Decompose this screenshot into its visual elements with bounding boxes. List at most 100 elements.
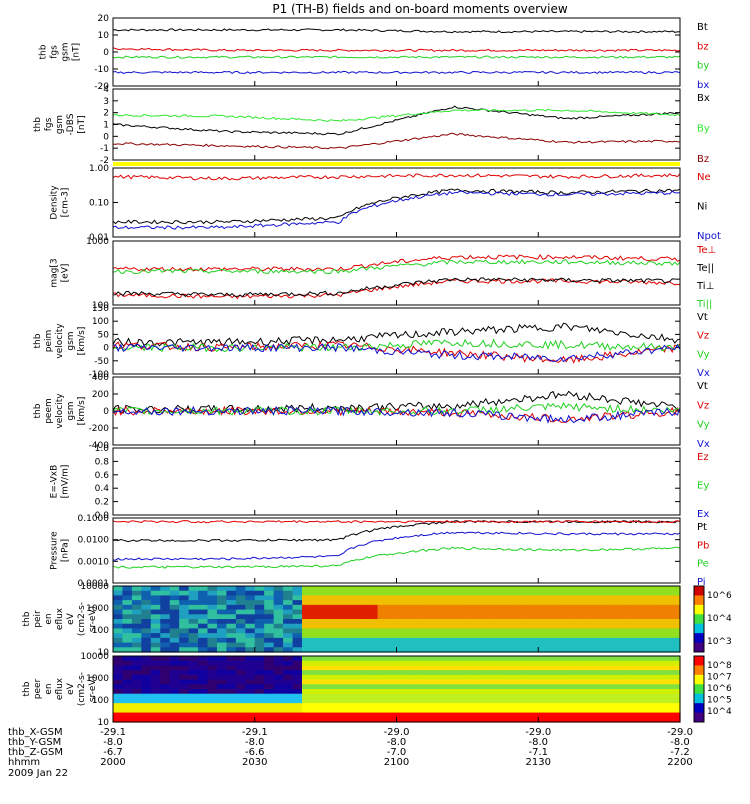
series-line-by <box>112 55 681 59</box>
heatmap-cell <box>311 633 322 639</box>
heatmap-cell <box>198 712 209 718</box>
y-axis-label: thb <box>22 611 32 626</box>
heatmap-cell <box>434 590 445 597</box>
heatmap-cell <box>613 595 624 601</box>
heatmap-cell <box>481 689 492 695</box>
heatmap-cell <box>661 703 672 709</box>
heatmap-cell <box>594 674 605 681</box>
heatmap-cell <box>651 660 662 667</box>
heatmap-cell <box>160 604 171 611</box>
heatmap-cell <box>405 684 416 690</box>
heatmap-cell <box>226 684 237 690</box>
heatmap-cell <box>462 689 473 695</box>
heatmap-cell <box>434 637 445 644</box>
heatmap-cell <box>349 670 360 676</box>
heatmap-cell <box>311 656 322 662</box>
heatmap-cell <box>339 619 350 625</box>
heatmap-cell <box>235 674 246 681</box>
heatmap-cell <box>594 712 605 718</box>
series-line-By <box>112 108 681 123</box>
heatmap-cell <box>349 600 360 606</box>
heatmap-cell <box>405 703 416 709</box>
heatmap-cell <box>150 674 161 681</box>
heatmap-cell <box>283 712 294 718</box>
heatmap-cell <box>141 604 152 611</box>
heatmap-cell <box>670 698 681 704</box>
heatmap-cell <box>528 703 539 709</box>
heatmap-cell <box>387 633 398 639</box>
heatmap-cell <box>311 703 322 709</box>
heatmap-cell <box>405 586 416 592</box>
heatmap-cell <box>264 660 275 667</box>
heatmap-cells <box>113 586 681 653</box>
y-tick-label: 10000 <box>80 652 109 662</box>
heatmap-cell <box>349 642 360 648</box>
heatmap-cell <box>283 637 294 644</box>
heatmap-cell <box>113 604 124 611</box>
heatmap-cell <box>273 660 284 667</box>
heatmap-cell <box>547 670 558 676</box>
heatmap-cell <box>226 712 237 718</box>
y-tick-label: 100 <box>92 301 109 311</box>
heatmap-cell <box>179 689 190 695</box>
heatmap-cell <box>491 609 502 615</box>
heatmap-cell <box>566 642 577 648</box>
heatmap-cell <box>462 642 473 648</box>
heatmap-cell <box>500 647 511 653</box>
heatmap-cell <box>491 679 502 685</box>
heatmap-cell <box>491 693 502 700</box>
heatmap-cell <box>519 633 530 639</box>
heatmap-cell <box>424 647 435 653</box>
heatmap-cell <box>387 712 398 718</box>
heatmap-cell <box>396 647 407 653</box>
heatmap-cell <box>216 628 227 634</box>
heatmap-cell <box>113 642 124 648</box>
heatmap-cell <box>311 717 322 723</box>
heatmap-cell <box>254 693 265 700</box>
heatmap-cell <box>311 590 322 597</box>
heatmap-cell <box>320 660 331 667</box>
heatmap-cell <box>264 670 275 676</box>
heatmap-cell <box>472 647 483 653</box>
heatmap-cell <box>613 674 624 681</box>
heatmap-cell <box>113 693 124 700</box>
heatmap-cell <box>623 660 634 667</box>
heatmap-cell <box>557 689 568 695</box>
heatmap-cell <box>396 656 407 662</box>
heatmap-cell <box>405 660 416 667</box>
heatmap-cell <box>462 712 473 718</box>
heatmap-cell <box>594 693 605 700</box>
heatmap-cell <box>528 656 539 662</box>
heatmap-cell <box>150 684 161 690</box>
heatmap-cell <box>349 689 360 695</box>
heatmap-cell <box>320 712 331 718</box>
heatmap-cell <box>349 590 360 597</box>
heatmap-cell <box>377 623 388 630</box>
colorbar-frame <box>693 585 705 653</box>
heatmap-cell <box>358 637 369 644</box>
heatmap-cell <box>462 665 473 671</box>
y-tick-label: 1000 <box>86 674 109 684</box>
heatmap-cell <box>254 628 265 634</box>
heatmap-cell <box>349 604 360 611</box>
status-bar <box>113 162 680 166</box>
heatmap-cell <box>387 660 398 667</box>
heatmap-cell <box>434 712 445 718</box>
heatmap-cell <box>604 717 615 723</box>
heatmap-cell <box>179 590 190 597</box>
heatmap-cell <box>585 707 596 714</box>
heatmap-cell <box>661 609 672 615</box>
heatmap-cell <box>179 703 190 709</box>
chart-title: P1 (TH-B) fields and on-board moments ov… <box>272 2 568 16</box>
heatmap-cell <box>254 604 265 611</box>
heatmap-cell <box>472 628 483 634</box>
heatmap-cell <box>509 717 520 723</box>
heatmap-cell <box>642 619 653 625</box>
heatmap-cell <box>150 637 161 644</box>
heatmap-cell <box>302 684 313 690</box>
heatmap-cell <box>198 674 209 681</box>
heatmap-cell <box>491 633 502 639</box>
heatmap-cell <box>292 670 303 676</box>
heatmap-cell <box>160 707 171 714</box>
heatmap-cell <box>207 628 218 634</box>
